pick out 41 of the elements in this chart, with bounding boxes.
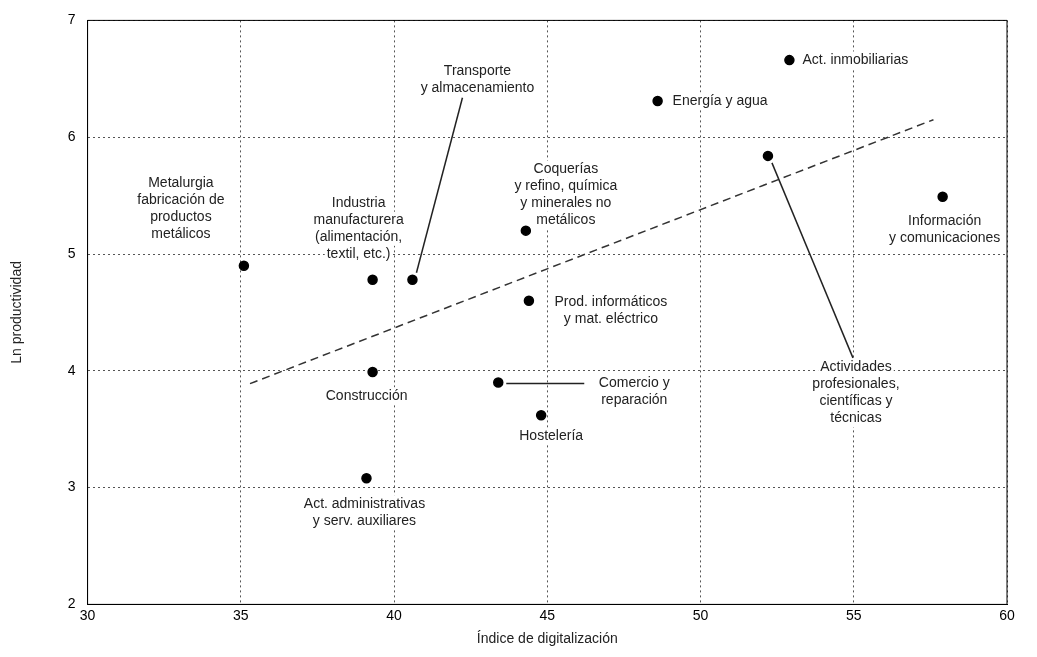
point	[407, 274, 418, 285]
y-tick-label: 3	[67, 478, 76, 495]
x-tick-label: 35	[233, 606, 249, 623]
x-tick-label: 55	[845, 606, 862, 623]
x-tick-label: 30	[79, 606, 96, 623]
annotation: Actividades profesionales, científicas y técnicas	[812, 358, 900, 426]
y-tick-label: 7	[67, 11, 76, 28]
point	[937, 191, 948, 203]
point	[367, 366, 378, 378]
point	[367, 274, 378, 285]
y-tick-label: 6	[67, 128, 76, 145]
point	[361, 473, 372, 484]
annotation: Energía y agua	[672, 91, 768, 108]
x-tick-label: 45	[539, 606, 556, 623]
point	[652, 95, 663, 107]
annotation: Comercio y reparación	[598, 373, 670, 407]
point	[535, 409, 547, 421]
y-tick-label: 5	[67, 244, 76, 261]
annotation: Prod. informáticos y mat. eléctrico	[554, 293, 668, 327]
annotation: Act. inmobiliarias	[802, 50, 909, 67]
y-tick-label: 4	[67, 361, 76, 378]
annotation: Industria manufacturera (alimentación, textil, etc.)	[313, 194, 404, 262]
annotation: Act. administrativas y serv. auxiliares	[303, 494, 426, 528]
x-tick-label: 60	[999, 606, 1015, 623]
point	[520, 225, 532, 236]
x-tick-label: 40	[386, 606, 403, 623]
annotation: Metalurgia fabricación de productos metálicos	[137, 174, 225, 242]
x-axis-title: Índice de digitalización	[476, 630, 618, 647]
annotation: Construcción	[325, 386, 408, 403]
x-tick-label: 50	[692, 606, 709, 623]
annotation: Hostelería	[519, 427, 584, 444]
annotation: Información y comunicaciones	[889, 212, 1001, 246]
point	[762, 150, 774, 162]
annotation: Coquerías y refino, química y minerales no metálicos	[514, 160, 618, 227]
annotation: Transporte y almacenamiento	[420, 62, 535, 96]
y-tick-label: 2	[67, 595, 76, 612]
point	[523, 295, 535, 306]
y-axis-title: Ln productividad	[8, 261, 25, 364]
point	[784, 54, 795, 66]
point	[493, 377, 504, 388]
point	[238, 260, 250, 271]
